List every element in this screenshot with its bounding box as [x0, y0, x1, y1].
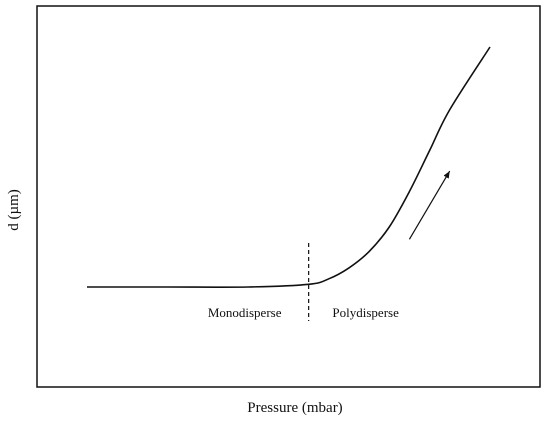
series-line [87, 46, 491, 288]
y-axis-label: d (µm) [6, 189, 22, 231]
plot-frame [36, 5, 541, 388]
trend-arrow [408, 170, 451, 240]
right-region-label: Polydisperse [332, 305, 399, 320]
x-axis-label: Pressure (mbar) [247, 400, 342, 416]
left-region-label: Monodisperse [208, 305, 282, 320]
